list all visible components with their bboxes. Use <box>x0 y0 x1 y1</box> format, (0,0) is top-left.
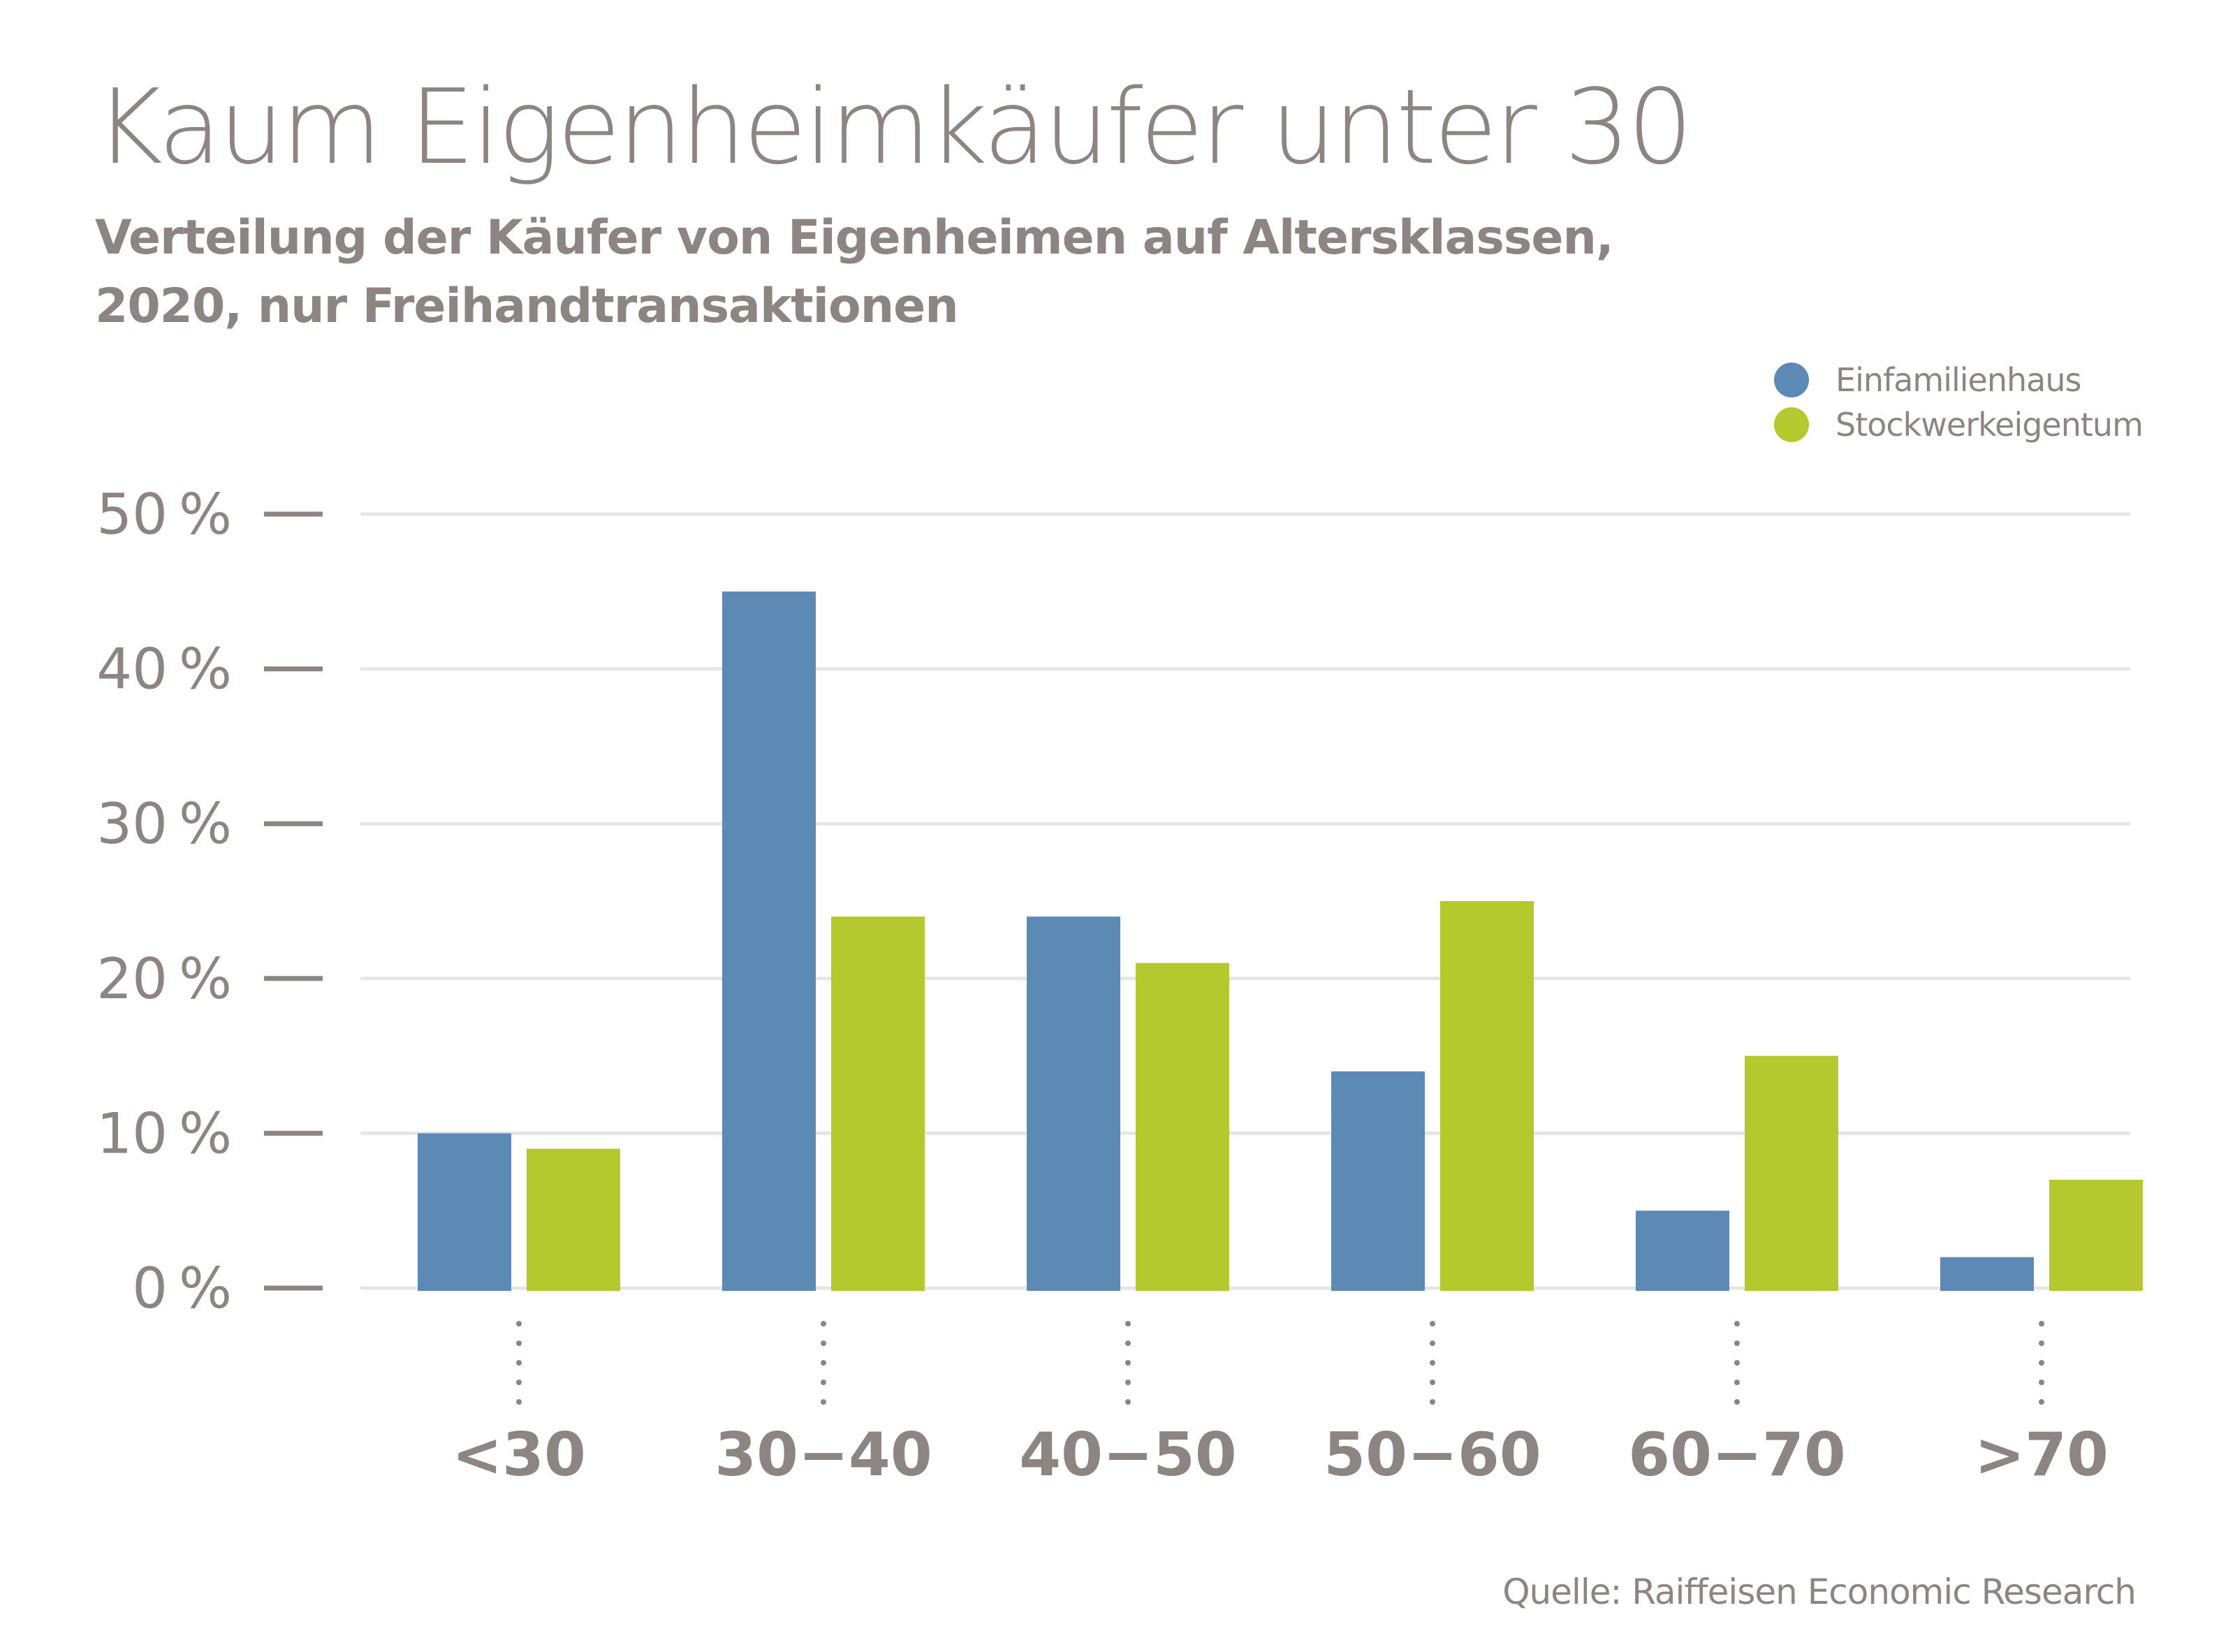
x-tick-label: <30 <box>452 1420 586 1490</box>
x-tick-dot <box>516 1360 522 1366</box>
legend-swatch-green-icon <box>1774 407 1809 442</box>
bar-einfamilienhaus <box>722 591 816 1291</box>
y-tick-label: 30 % <box>96 791 232 856</box>
source-note: Quelle: Raiffeisen Economic Research <box>1502 1572 2137 1612</box>
y-tick-label: 40 % <box>96 637 232 702</box>
x-tick-dot <box>2039 1360 2044 1366</box>
x-tick-dot <box>1430 1360 1435 1366</box>
x-tick-label: 50−60 <box>1324 1420 1541 1490</box>
x-tick-dot <box>1125 1399 1131 1405</box>
x-tick-dot <box>2039 1399 2044 1405</box>
bar-stockwerkeigentum <box>1440 901 1534 1291</box>
x-tick-dot <box>2039 1340 2044 1346</box>
legend-swatch-blue-icon <box>1774 363 1809 397</box>
x-tick-dot <box>1430 1340 1435 1346</box>
x-tick-dot <box>1734 1380 1740 1385</box>
x-tick-dot <box>516 1340 522 1346</box>
x-tick-label: 40−50 <box>1019 1420 1236 1490</box>
gridlines <box>360 512 2130 1290</box>
x-tick-dot <box>2039 1321 2044 1326</box>
x-tick-label: 30−40 <box>715 1420 932 1490</box>
x-tick-dot <box>821 1360 826 1366</box>
bar-einfamilienhaus <box>1940 1257 2034 1291</box>
bar-einfamilienhaus <box>1636 1211 1729 1291</box>
y-tick-label: 50 % <box>96 482 232 547</box>
legend: Einfamilienhaus Stockwerkeigentum <box>1774 358 2144 447</box>
x-tick-dot <box>821 1321 826 1326</box>
chart-title: Kaum Eigenheimkäufer unter 30 <box>95 67 1693 187</box>
y-tick-label: 10 % <box>96 1101 232 1166</box>
x-tick-dot <box>1734 1321 1740 1326</box>
subtitle-line-2: 2020, nur Freihandtransaktionen <box>95 279 959 334</box>
legend-label: Einfamilienhaus <box>1835 361 2081 399</box>
x-tick-dot <box>1125 1340 1131 1346</box>
x-tick-dot <box>821 1380 826 1385</box>
subtitle-line-1: Verteilung der Käufer von Eigenheimen au… <box>95 210 1614 265</box>
x-tick-dot <box>821 1340 826 1346</box>
bar-einfamilienhaus <box>1331 1071 1425 1291</box>
x-tick-dot <box>1430 1321 1435 1326</box>
x-tick-dot <box>1734 1340 1740 1346</box>
y-tick-label: 20 % <box>96 946 232 1011</box>
bar-einfamilienhaus <box>418 1133 511 1291</box>
bar-einfamilienhaus <box>1027 916 1120 1291</box>
legend-item-einfamilienhaus: Einfamilienhaus <box>1774 358 2143 402</box>
x-tick-label: >70 <box>1974 1420 2109 1490</box>
bar-stockwerkeigentum <box>527 1148 620 1291</box>
x-tick-dot <box>516 1321 522 1326</box>
x-tick-dot <box>2039 1380 2044 1385</box>
x-axis: <30 30−40 40−50 50−60 60−70 >70 <box>452 1321 2109 1490</box>
x-tick-dot <box>1125 1321 1131 1326</box>
bar-stockwerkeigentum <box>831 916 925 1291</box>
bar-stockwerkeigentum <box>1745 1055 1838 1291</box>
chart-subtitle: Verteilung der Käufer von Eigenheimen au… <box>95 204 1614 341</box>
x-tick-dot <box>1125 1360 1131 1366</box>
bar-stockwerkeigentum <box>2049 1179 2143 1291</box>
x-tick-dot <box>1734 1360 1740 1366</box>
x-tick-dot <box>516 1399 522 1405</box>
x-tick-dot <box>1430 1380 1435 1385</box>
legend-item-stockwerkeigentum: Stockwerkeigentum <box>1774 402 2144 447</box>
legend-label: Stockwerkeigentum <box>1835 406 2144 444</box>
y-tick-label: 0 % <box>132 1256 232 1321</box>
x-tick-label: 60−70 <box>1628 1420 1845 1490</box>
x-tick-dot <box>1734 1399 1740 1405</box>
bar-stockwerkeigentum <box>1136 963 1229 1291</box>
x-tick-dot <box>1430 1399 1435 1405</box>
x-tick-dot <box>516 1380 522 1385</box>
x-tick-dot <box>821 1399 826 1405</box>
x-tick-dot <box>1125 1380 1131 1385</box>
y-axis: 0 % 10 % 20 % 30 % 40 % 50 % <box>96 482 323 1321</box>
bars <box>418 591 2143 1291</box>
